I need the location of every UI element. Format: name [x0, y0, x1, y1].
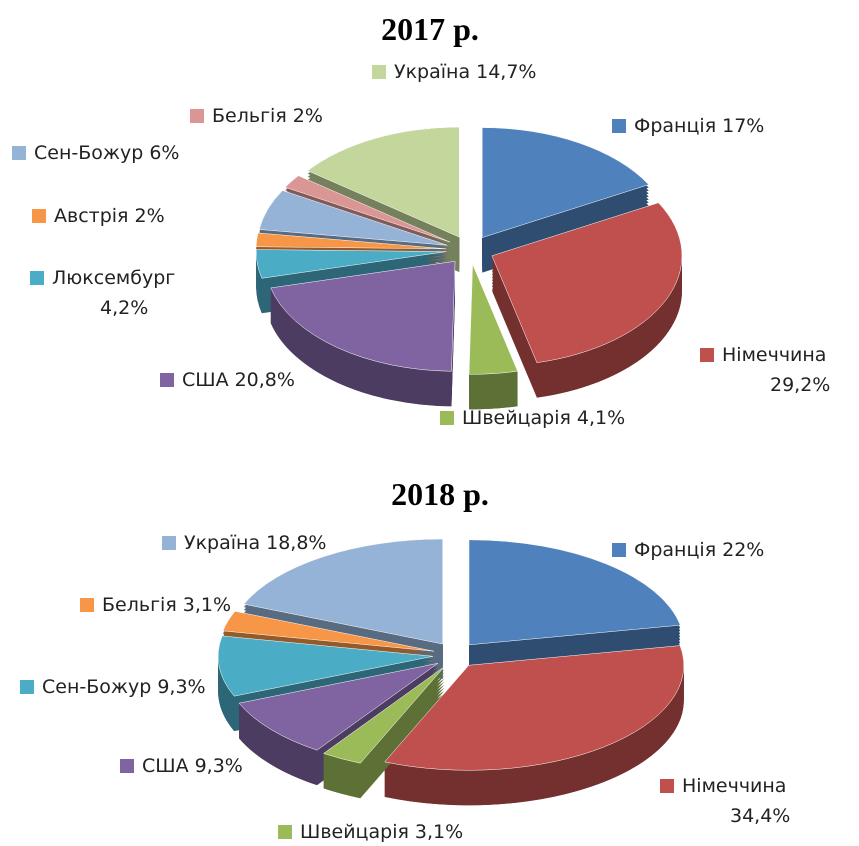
label-value: 14,7% — [476, 61, 536, 83]
label-value: 3,1% — [415, 821, 463, 843]
slice — [238, 663, 439, 751]
label-marker — [80, 598, 94, 612]
label-value: 29,2% — [770, 374, 830, 396]
slice — [258, 190, 448, 246]
label-marker — [160, 373, 174, 387]
slice-label: Бельгія 3,1% — [102, 594, 231, 616]
slice-label: США 20,8% — [182, 369, 295, 391]
label-marker — [372, 65, 386, 79]
slice-label: Австрія 2% — [54, 205, 165, 227]
label-name: Люксембург — [52, 267, 175, 289]
label-value: 34,4% — [730, 805, 790, 827]
slice-side — [270, 287, 452, 407]
label-value: 17% — [722, 115, 764, 137]
slice-side — [536, 255, 682, 398]
slice-label: Україна 18,8% — [184, 532, 326, 554]
label-name: Сен-Божур — [34, 142, 143, 164]
slice — [384, 645, 685, 771]
slice-label: Сен-Божур 9,3% — [42, 676, 206, 698]
label-value: 18,8% — [266, 532, 326, 554]
label-name: США — [182, 369, 229, 391]
label-name: Австрія — [54, 205, 128, 227]
label-name: Україна — [394, 61, 470, 83]
slice — [481, 127, 650, 238]
chart-title: 2017 р. — [381, 11, 479, 47]
slice-label: США 9,3% — [142, 755, 243, 777]
slice — [468, 539, 681, 646]
label-name: Україна — [184, 532, 260, 554]
slice — [270, 260, 456, 372]
slice-side — [256, 251, 262, 314]
slice — [255, 249, 447, 279]
slice-label: Франція 17% — [634, 115, 764, 137]
label-marker — [612, 543, 626, 557]
slice-label: Люксембург 4,2% — [52, 267, 175, 319]
label-name: Швейцарія — [462, 407, 571, 429]
label-name: Франція — [634, 539, 716, 561]
label-value: 4,1% — [577, 407, 625, 429]
label-name: Сен-Божур — [42, 676, 151, 698]
label-value: 4,2% — [100, 297, 148, 319]
label-marker — [12, 146, 26, 160]
label-name: Франція — [634, 115, 716, 137]
slice — [491, 202, 683, 363]
slice-label: Франція 22% — [634, 539, 764, 561]
slice — [323, 666, 445, 764]
label-marker — [32, 209, 46, 223]
slice-label: Україна 14,7% — [394, 61, 536, 83]
label-marker — [20, 680, 34, 694]
slice-side — [218, 656, 235, 732]
label-marker — [612, 119, 626, 133]
chart-title: 2018 р. — [391, 476, 489, 512]
slice — [222, 611, 434, 652]
label-marker — [30, 271, 44, 285]
label-marker — [120, 759, 134, 773]
slice — [255, 232, 447, 250]
label-name: Німеччина — [722, 344, 826, 366]
label-value: 2% — [293, 105, 323, 127]
label-value: 22% — [722, 539, 764, 561]
slice — [243, 538, 443, 645]
label-name: Швейцарія — [300, 821, 409, 843]
label-marker — [700, 348, 714, 362]
slice — [284, 175, 451, 243]
label-marker — [660, 779, 674, 793]
label-value: 20,8% — [235, 369, 295, 391]
label-value: 9,3% — [195, 755, 243, 777]
slice-side — [239, 703, 318, 786]
label-name: США — [142, 755, 189, 777]
slice — [468, 264, 518, 375]
label-marker — [440, 411, 454, 425]
slice — [307, 126, 460, 238]
slice-label: Швейцарія 4,1% — [462, 407, 625, 429]
slice-label: Німеччина 34,4% — [682, 775, 790, 827]
slice-side — [469, 371, 518, 410]
label-value: 6% — [149, 142, 179, 164]
label-name: Німеччина — [682, 775, 786, 797]
label-value: 9,3% — [157, 676, 205, 698]
label-name: Бельгія — [102, 594, 177, 616]
label-marker — [190, 109, 204, 123]
slice — [217, 635, 434, 697]
label-marker — [162, 536, 176, 550]
slice-side — [323, 753, 361, 799]
label-value: 3,1% — [183, 594, 231, 616]
label-name: Бельгія — [212, 105, 287, 127]
label-value: 2% — [134, 205, 164, 227]
label-marker — [278, 825, 292, 839]
slice-label: Швейцарія 3,1% — [300, 821, 463, 843]
slice-label: Бельгія 2% — [212, 105, 323, 127]
slice-label: Німеччина 29,2% — [722, 344, 830, 396]
slice-label: Сен-Божур 6% — [34, 142, 179, 164]
